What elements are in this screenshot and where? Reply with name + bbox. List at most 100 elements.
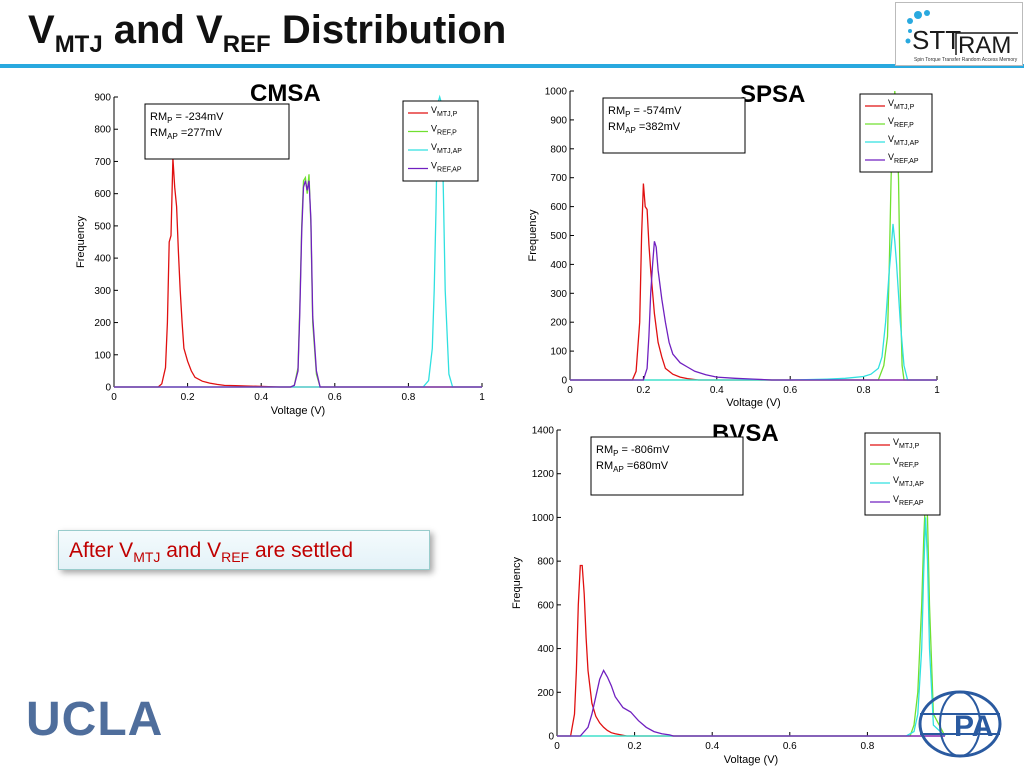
bvsa-x-tick-label: 0.2 bbox=[628, 741, 642, 752]
cmsa-legend-label: VREF,AP bbox=[431, 161, 462, 174]
page-title: VMTJ and VREF Distribution bbox=[28, 8, 507, 58]
bvsa-y-tick-label: 0 bbox=[548, 732, 554, 743]
cmsa-y-tick-label: 900 bbox=[94, 93, 111, 104]
spsa-annotation-line: RMAP =382mV bbox=[608, 121, 681, 135]
cmsa-annotation-line: RMAP =277mV bbox=[150, 127, 223, 141]
sttram-logo-tagline: Spin Torque Transfer Random Access Memor… bbox=[914, 57, 1018, 63]
spsa-y-tick-label: 800 bbox=[550, 144, 567, 155]
spsa-x-tick-label: 0.8 bbox=[857, 385, 871, 396]
spsa-x-tick-label: 0.4 bbox=[710, 385, 724, 396]
ucla-logo: UCLA bbox=[26, 693, 164, 746]
cmsa-annotation-box bbox=[144, 103, 290, 160]
cmsa-y-tick-label: 400 bbox=[94, 254, 111, 265]
cmsa-x-tick-label: 0.6 bbox=[328, 392, 342, 403]
spsa-y-tick-label: 0 bbox=[561, 376, 567, 387]
bvsa-y-tick-label: 1400 bbox=[532, 426, 555, 437]
spsa-y-tick-label: 500 bbox=[550, 231, 567, 242]
cmsa-legend-box bbox=[402, 100, 479, 182]
bvsa-y-axis-label: Frequency bbox=[511, 557, 523, 609]
cmsa-x-tick-label: 1 bbox=[479, 392, 485, 403]
spsa-legend-label: VMTJ,AP bbox=[888, 134, 919, 147]
bvsa-legend-label: VREF,AP bbox=[893, 494, 924, 507]
cmsa-y-tick-label: 700 bbox=[94, 157, 111, 168]
bvsa-legend-label: VREF,P bbox=[893, 456, 919, 469]
cmsa-x-tick-label: 0.4 bbox=[254, 392, 268, 403]
spsa-x-tick-label: 1 bbox=[934, 385, 940, 396]
spsa-y-tick-label: 200 bbox=[550, 318, 567, 329]
pa-logo: PA bbox=[918, 690, 1002, 758]
spsa-y-tick-label: 100 bbox=[550, 347, 567, 358]
spsa-series-1-line bbox=[570, 183, 937, 381]
sttram-logo: STT RAM Spin Torque Transfer Random Acce… bbox=[895, 2, 1023, 66]
cmsa-series-3-line bbox=[114, 94, 482, 388]
spsa-y-tick-label: 300 bbox=[550, 289, 567, 300]
spsa-label: SPSA bbox=[740, 81, 806, 108]
cmsa-y-axis-label: Frequency bbox=[75, 216, 87, 268]
bvsa-x-tick-label: 0.4 bbox=[705, 741, 719, 752]
bvsa-annotation-line: RMAP =680mV bbox=[596, 460, 669, 474]
bvsa-legend-label: VMTJ,AP bbox=[893, 475, 924, 488]
spsa-legend-label: VREF,P bbox=[888, 116, 914, 129]
cmsa-legend-label: VMTJ,AP bbox=[431, 142, 462, 155]
bvsa-x-tick-label: 0 bbox=[554, 741, 560, 752]
cmsa-legend-label: VMTJ,P bbox=[431, 105, 458, 118]
title-rule bbox=[0, 64, 1024, 68]
bvsa-y-tick-label: 1200 bbox=[532, 469, 555, 480]
cmsa-series-4-line bbox=[114, 180, 482, 388]
bvsa-series-4-line bbox=[557, 668, 945, 737]
cmsa-y-tick-label: 600 bbox=[94, 189, 111, 200]
sttram-logo-stt: STT bbox=[912, 25, 961, 55]
bvsa-annotation-box bbox=[590, 436, 744, 496]
cmsa-y-tick-label: 100 bbox=[94, 350, 111, 361]
settled-callout: After VMTJ and VREF are settled bbox=[58, 530, 430, 570]
cmsa-y-tick-label: 500 bbox=[94, 221, 111, 232]
bvsa-y-tick-label: 400 bbox=[537, 644, 554, 655]
sttram-logo-graphic: STT RAM Spin Torque Transfer Random Acce… bbox=[905, 10, 1018, 63]
spsa-series-3-line bbox=[570, 223, 937, 381]
bvsa-series-2-line bbox=[557, 495, 946, 737]
bvsa-series-1-line bbox=[557, 564, 945, 737]
bvsa-annotation-line: RMP = -806mV bbox=[596, 444, 670, 458]
cmsa-y-tick-label: 300 bbox=[94, 286, 111, 297]
spsa-series-4-line bbox=[570, 241, 937, 381]
spsa-annotation-line: RMP = -574mV bbox=[608, 105, 682, 119]
cmsa-y-tick-label: 200 bbox=[94, 318, 111, 329]
spsa-y-tick-label: 700 bbox=[550, 173, 567, 184]
bvsa-y-tick-label: 800 bbox=[537, 557, 554, 568]
cmsa-y-tick-label: 800 bbox=[94, 125, 111, 136]
bvsa-y-tick-label: 200 bbox=[537, 688, 554, 699]
spsa-legend-label: VMTJ,P bbox=[888, 98, 915, 111]
bvsa-legend-label: VMTJ,P bbox=[893, 437, 920, 450]
cmsa-x-tick-label: 0.2 bbox=[181, 392, 195, 403]
cmsa-annotation-line: RMP = -234mV bbox=[150, 111, 224, 125]
spsa-y-tick-label: 400 bbox=[550, 260, 567, 271]
spsa-x-tick-label: 0 bbox=[567, 385, 573, 396]
bvsa-x-axis-label: Voltage (V) bbox=[724, 754, 778, 766]
cmsa-y-tick-label: 0 bbox=[105, 383, 111, 394]
spsa-y-axis-label: Frequency bbox=[527, 209, 539, 261]
bvsa-y-tick-label: 1000 bbox=[532, 513, 555, 524]
bvsa-x-tick-label: 0.6 bbox=[783, 741, 797, 752]
spsa-x-axis-label: Voltage (V) bbox=[726, 397, 780, 409]
spsa-legend-box bbox=[859, 93, 933, 173]
cmsa-series-1-line bbox=[114, 158, 482, 388]
spsa-annotation-box bbox=[602, 97, 746, 154]
cmsa-legend-label: VREF,P bbox=[431, 124, 457, 137]
pa-logo-text: PA bbox=[954, 710, 993, 743]
cmsa-x-tick-label: 0.8 bbox=[401, 392, 415, 403]
cmsa-x-tick-label: 0 bbox=[111, 392, 117, 403]
sttram-logo-ram: RAM bbox=[958, 32, 1011, 59]
bvsa-legend-box bbox=[864, 432, 941, 516]
bvsa-y-tick-label: 600 bbox=[537, 600, 554, 611]
bvsa-series-3-line bbox=[557, 517, 946, 737]
spsa-y-tick-label: 900 bbox=[550, 115, 567, 126]
cmsa-label: CMSA bbox=[250, 80, 321, 107]
bvsa-x-tick-label: 0.8 bbox=[860, 741, 874, 752]
cmsa-x-axis-label: Voltage (V) bbox=[271, 405, 325, 417]
spsa-y-tick-label: 600 bbox=[550, 202, 567, 213]
spsa-y-tick-label: 1000 bbox=[545, 87, 568, 98]
spsa-legend-label: VREF,AP bbox=[888, 152, 919, 165]
spsa-x-tick-label: 0.2 bbox=[636, 385, 650, 396]
spsa-x-tick-label: 0.6 bbox=[783, 385, 797, 396]
